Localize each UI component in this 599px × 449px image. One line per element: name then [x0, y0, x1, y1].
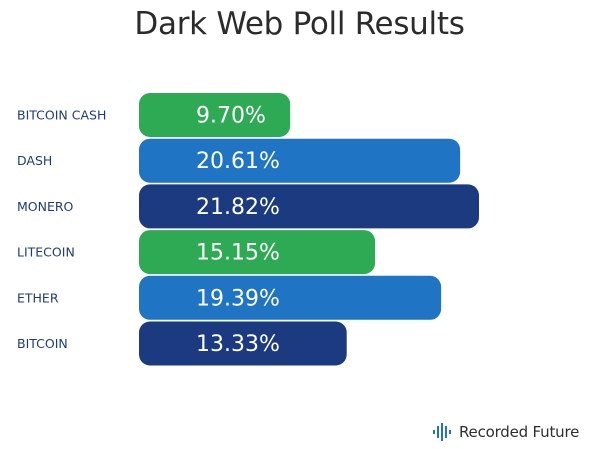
category-label: LITECOIN — [17, 245, 75, 260]
value-label: 15.15% — [196, 241, 280, 266]
bar-litecoin — [139, 230, 376, 275]
brand-name: Recorded Future — [459, 423, 580, 441]
value-label: 19.39% — [196, 286, 280, 311]
category-label: ETHER — [17, 290, 59, 305]
category-label: BITCOIN — [17, 336, 68, 351]
recorded-future-logo-icon — [432, 421, 454, 443]
value-label: 20.61% — [196, 149, 280, 174]
category-label: MONERO — [17, 199, 74, 214]
category-label: BITCOIN CASH — [17, 108, 106, 123]
brand-logo: Recorded Future — [432, 420, 579, 444]
value-label: 21.82% — [196, 195, 280, 220]
bar-bitcoin — [139, 321, 347, 366]
bar-bitcoin-cash — [139, 93, 291, 137]
bar-ether — [139, 275, 442, 320]
bar-dash — [139, 138, 461, 183]
value-label: 13.33% — [196, 332, 280, 357]
chart-title: Dark Web Poll Results — [134, 6, 465, 42]
value-label: 9.70% — [196, 104, 266, 129]
category-label: DASH — [17, 153, 52, 168]
bar-monero — [139, 184, 479, 229]
